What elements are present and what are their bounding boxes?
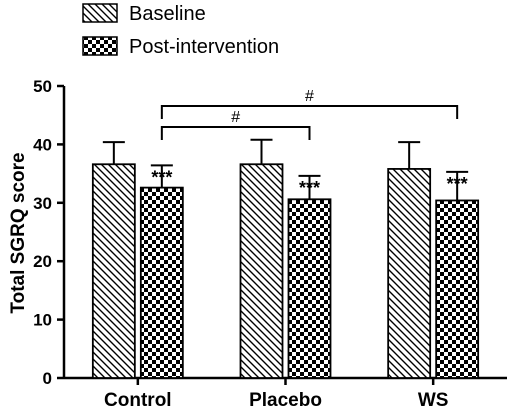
annotations: ##: [160, 88, 459, 140]
significance-stars-placebo: ***: [299, 178, 320, 198]
legend-label-baseline: Baseline: [129, 3, 206, 25]
legend-swatch-baseline: [82, 3, 118, 23]
bar-control-baseline: [91, 163, 136, 379]
y-tick-label-10: 10: [33, 311, 52, 330]
y-tick-label-50: 50: [33, 77, 52, 96]
x-tick-label-ws: WS: [418, 390, 449, 410]
bracket-label-ws: #: [305, 88, 314, 105]
legend-item-baseline: Baseline: [82, 3, 206, 25]
y-axis: 0 10 20 30 40 50: [33, 77, 66, 388]
x-tick-label-placebo: Placebo: [249, 390, 322, 410]
bar-ws-baseline: [387, 168, 432, 379]
y-tick-label-30: 30: [33, 194, 52, 213]
y-tick-label-20: 20: [33, 252, 52, 271]
significance-bracket-ws: [160, 105, 459, 119]
bracket-label-placebo: #: [231, 109, 240, 126]
bar-placebo-baseline: [239, 163, 284, 379]
legend: Baseline Post-intervention: [82, 3, 279, 58]
significance-stars-ws: ***: [447, 174, 468, 194]
x-axis: Control Placebo WS: [64, 376, 507, 410]
y-tick-label-40: 40: [33, 135, 52, 154]
legend-swatch-post-intervention: [82, 36, 118, 56]
significance-stars-control: ***: [151, 167, 172, 187]
bar-ws-post-intervention: [435, 199, 480, 379]
legend-item-post-intervention: Post-intervention: [82, 36, 279, 58]
significance-bracket-placebo: [160, 126, 311, 140]
legend-label-post-intervention: Post-intervention: [129, 36, 279, 58]
bar-placebo-post-intervention: [287, 198, 332, 379]
bar-control-post-intervention: [139, 186, 184, 379]
x-tick-label-control: Control: [104, 390, 172, 410]
y-axis-label: Total SGRQ score: [8, 152, 29, 313]
y-tick-label-0: 0: [43, 369, 52, 388]
bars: *** *** ***: [91, 138, 480, 379]
